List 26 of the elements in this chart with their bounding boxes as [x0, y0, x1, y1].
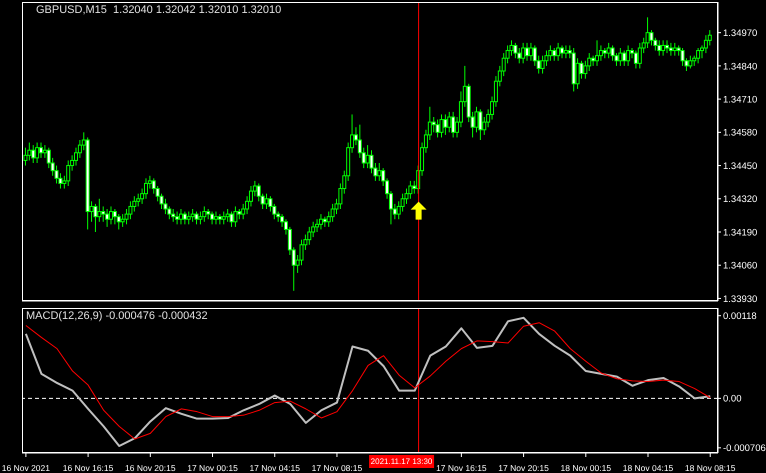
- y-tick-label: 1.34710: [723, 94, 758, 106]
- chart-title: GBPUSD,M15 1.32040 1.32042 1.32010 1.32010: [36, 4, 282, 16]
- x-tick-label: 17 Nov 04:15: [249, 463, 300, 473]
- x-tick-label: 17 Nov 00:15: [187, 463, 238, 473]
- y-tick-label: 1.34320: [723, 194, 758, 206]
- y-tick-label: 1.34060: [723, 260, 758, 272]
- y-tick-label: 1.34580: [723, 128, 758, 139]
- y-tick-label: 1.34450: [723, 160, 758, 172]
- y-tick-label: 1.33930: [723, 294, 758, 305]
- y-tick-label: 1.34970: [723, 28, 758, 40]
- x-tick-label: 17 Nov 08:15: [312, 463, 362, 473]
- x-tick-label: 16 Nov 2021: [2, 463, 50, 473]
- x-tick-label: 18 Nov 08:15: [684, 463, 736, 473]
- x-tick-label: 17 Nov 16:15: [436, 463, 487, 473]
- y-tick-label: 0.00118: [723, 311, 757, 322]
- x-tick-label: 16 Nov 16:15: [62, 463, 114, 473]
- x-tick-label: 18 Nov 00:15: [560, 463, 612, 473]
- chart-title: MACD(12,26,9) -0.000476 -0.000432: [26, 310, 208, 322]
- y-tick-label: 1.34190: [723, 227, 758, 238]
- ref-line-label: 2021.11.17 13:30: [368, 455, 434, 468]
- x-tick-label: 18 Nov 04:15: [622, 463, 674, 473]
- x-tick-label: 17 Nov 20:15: [498, 463, 550, 473]
- x-tick-label: 16 Nov 20:15: [125, 463, 176, 473]
- y-tick-label: 1.34840: [723, 61, 758, 72]
- y-tick-label: -0.000706: [723, 443, 766, 454]
- y-tick-label: 0.00: [723, 394, 742, 405]
